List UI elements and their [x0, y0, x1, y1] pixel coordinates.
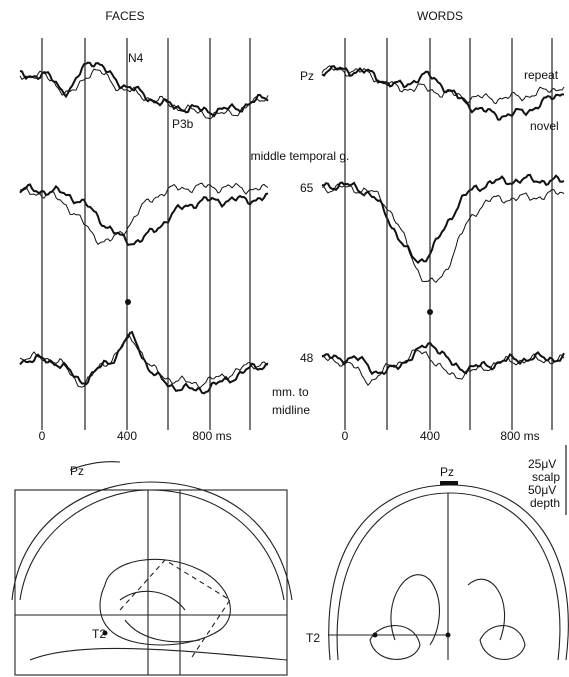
time-tick: 800 ms — [500, 429, 539, 443]
scale-label: depth — [530, 496, 560, 510]
header: FACES — [105, 9, 144, 23]
electrode-label: Pz — [440, 465, 454, 479]
section-title: middle temporal g. — [251, 149, 350, 163]
scalp — [20, 490, 284, 600]
waveform — [322, 350, 564, 385]
electrode-label: T2 — [306, 631, 320, 645]
waveform — [20, 185, 268, 245]
figure: FACES WORDS N4 P3b Pz repeat novel middl… — [0, 0, 569, 677]
structure — [120, 591, 200, 642]
electrode — [373, 633, 378, 638]
waveform — [322, 343, 564, 374]
peak-label: N4 — [128, 51, 144, 65]
scale-label: 25μV — [528, 457, 556, 471]
electrode — [446, 633, 451, 638]
dot — [125, 299, 131, 305]
depth-label: 48 — [300, 351, 314, 365]
peak-label: P3b — [172, 117, 194, 131]
waveform — [20, 63, 268, 117]
time-tick: 800 ms — [192, 429, 231, 443]
grid-box — [15, 490, 287, 675]
depth-label: 65 — [300, 181, 314, 195]
skull — [12, 482, 292, 600]
scale-label: scalp — [532, 470, 560, 484]
base — [30, 648, 287, 660]
legend-label: repeat — [524, 68, 559, 82]
sagittal-view — [12, 462, 292, 675]
scale-label: 50μV — [528, 483, 556, 497]
dot — [427, 309, 433, 315]
time-tick: 0 — [39, 429, 46, 443]
time-tick: 400 — [117, 429, 137, 443]
waveform — [322, 184, 564, 282]
depth-note: midline — [272, 403, 310, 417]
electrode — [103, 631, 108, 636]
time-tick: 400 — [420, 429, 440, 443]
header: WORDS — [417, 9, 463, 23]
waveform — [322, 175, 564, 263]
hippocampus — [100, 559, 230, 645]
electrode-track — [120, 560, 230, 660]
electrode-label: Pz — [300, 69, 314, 83]
depth-note: mm. to — [272, 385, 309, 399]
time-tick: 0 — [342, 429, 349, 443]
legend-label: novel — [530, 119, 559, 133]
